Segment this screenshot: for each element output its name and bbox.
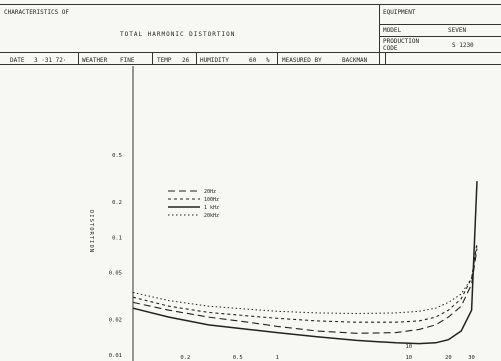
weather-value: FINE <box>120 57 135 64</box>
info-div-2 <box>152 52 153 65</box>
humidity-label: HUMIDITY <box>200 57 229 64</box>
info-div-5 <box>385 52 386 65</box>
x-tick-label: 30 <box>468 355 475 361</box>
legend: 20Hz 100Hz 1 kHz 20kHz <box>168 189 219 219</box>
header-bottom-rule <box>0 52 501 53</box>
x-tick-labels: 0.2 0.5 1 10 20 30 <box>180 355 475 361</box>
annotations: 10 <box>405 344 412 350</box>
y-tick-label: 0.2 <box>112 200 122 206</box>
header-divider <box>379 4 380 65</box>
legend-label: 1 kHz <box>204 205 219 211</box>
measured-by-value: BACKMAN <box>342 57 368 64</box>
legend-label: 100Hz <box>204 197 219 203</box>
model-label: MODEL <box>383 27 402 34</box>
production-code-label: PRODUCTION CODE <box>383 38 420 52</box>
equipment-rule <box>379 24 501 25</box>
series-line-0 <box>132 248 478 334</box>
info-row-bottom-rule <box>0 64 501 65</box>
x-tick-label: 1 <box>276 355 279 361</box>
x-tick-label: 0.5 <box>233 355 243 361</box>
humidity-value: 60 <box>249 57 257 64</box>
characteristics-label: CHARACTERISTICS OF <box>4 9 70 16</box>
production-code-value: S 1230 <box>452 42 474 49</box>
info-div-4 <box>277 52 278 65</box>
y-tick-labels: 0.01 0.02 0.05 0.1 0.2 0.5 <box>109 153 122 359</box>
x-tick-label: 20 <box>445 355 452 361</box>
model-value: SEVEN <box>448 27 467 34</box>
series-lines <box>132 181 478 345</box>
equipment-label: EQUIPMENT <box>383 9 416 16</box>
series-line-3 <box>132 245 478 315</box>
header-top-rule <box>0 4 501 5</box>
humidity-unit: % <box>266 57 270 64</box>
x-tick-label: 0.2 <box>180 355 190 361</box>
model-rule <box>379 36 501 37</box>
y-axis-label: DISTORTION <box>88 210 94 253</box>
y-tick-label: 0.05 <box>109 271 122 277</box>
y-tick-label: 0.1 <box>112 235 122 241</box>
date-value: 3 ·31 72· <box>34 57 67 64</box>
y-tick-label: 0.01 <box>109 353 122 359</box>
info-div-1 <box>78 52 79 65</box>
temp-value: 26 <box>182 57 190 64</box>
measured-by-label: MEASURED BY <box>282 57 322 64</box>
temp-label: TEMP <box>157 57 172 64</box>
legend-label: 20kHz <box>204 213 219 219</box>
date-label: DATE <box>10 57 25 64</box>
chart-title: TOTAL HARMONIC DISTORTION <box>120 31 236 38</box>
legend-label: 20Hz <box>204 189 216 195</box>
weather-label: WEATHER <box>82 57 108 64</box>
series-line-2 <box>132 181 478 345</box>
y-tick-label: 0.5 <box>112 153 122 159</box>
x-tick-label: 10 <box>405 355 412 361</box>
y-tick-label: 0.02 <box>109 318 122 324</box>
info-div-3 <box>196 52 197 65</box>
annotation-label: 10 <box>405 344 412 350</box>
series-line-1 <box>132 242 478 323</box>
